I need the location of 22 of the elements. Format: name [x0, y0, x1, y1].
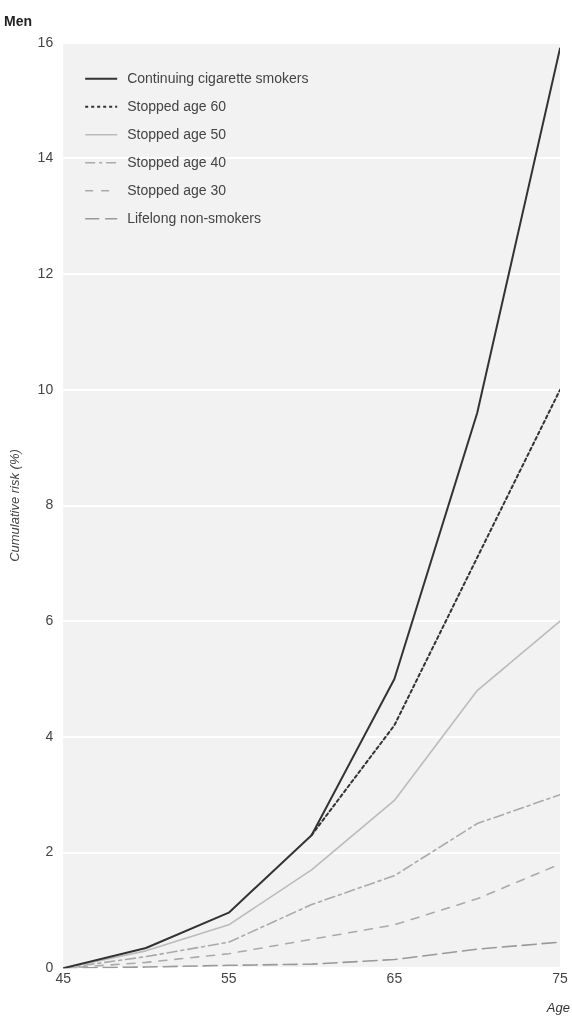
chart-title: Men	[4, 13, 32, 30]
y-tick-label: 4	[45, 727, 54, 744]
y-tick-label: 2	[45, 843, 54, 860]
y-tick-label: 0	[45, 959, 54, 976]
y-tick-label: 12	[37, 265, 54, 282]
x-tick-label: 45	[55, 970, 72, 987]
y-tick-label: 10	[37, 380, 54, 397]
legend-label: Continuing cigarette smokers	[127, 69, 309, 86]
y-axis-title: Cumulative risk (%)	[7, 449, 23, 562]
legend-label: Stopped age 40	[127, 153, 227, 170]
x-axis-title: Age	[545, 1000, 570, 1016]
x-tick-label: 75	[552, 970, 568, 987]
x-tick-label: 65	[386, 970, 403, 987]
y-tick-label: 6	[45, 612, 54, 629]
legend-label: Stopped age 50	[127, 125, 227, 142]
x-tick-label: 55	[220, 970, 237, 987]
legend-label: Lifelong non-smokers	[127, 209, 262, 226]
y-tick-label: 8	[45, 496, 54, 513]
y-tick-label: 16	[37, 33, 54, 50]
legend-label: Stopped age 60	[127, 97, 227, 114]
legend-label: Stopped age 30	[127, 181, 227, 198]
y-tick-label: 14	[37, 149, 54, 166]
